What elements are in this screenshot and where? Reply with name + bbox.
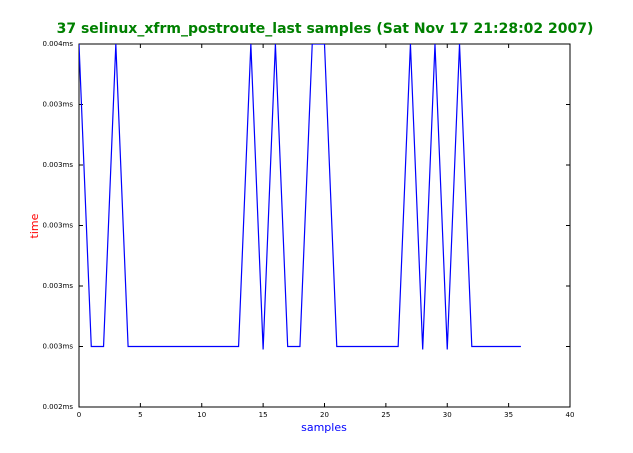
x-tick-label: 25 [381,411,390,419]
x-tick-label: 10 [197,411,206,419]
y-tick-label: 0.003ms [42,343,73,351]
y-tick-label: 0.003ms [42,101,73,109]
y-tick-label: 0.002ms [42,403,73,411]
y-tick-label: 0.003ms [42,222,73,230]
plot-frame [78,43,571,408]
y-tick-label: 0.003ms [42,161,73,169]
chart-title: 37 selinux_xfrm_postroute_last samples (… [57,21,594,37]
x-tick-label: 15 [259,411,268,419]
x-tick-label: 30 [443,411,452,419]
x-tick-label: 40 [566,411,575,419]
x-tick-label: 20 [320,411,329,419]
x-axis-label: samples [301,421,347,434]
y-tick-label: 0.003ms [42,282,73,290]
y-tick-label: 0.004ms [42,40,73,48]
x-tick-label: 0 [77,411,81,419]
x-tick-label: 35 [504,411,513,419]
data-line [79,44,521,350]
x-tick-label: 5 [138,411,142,419]
y-axis-label: time [28,213,41,238]
